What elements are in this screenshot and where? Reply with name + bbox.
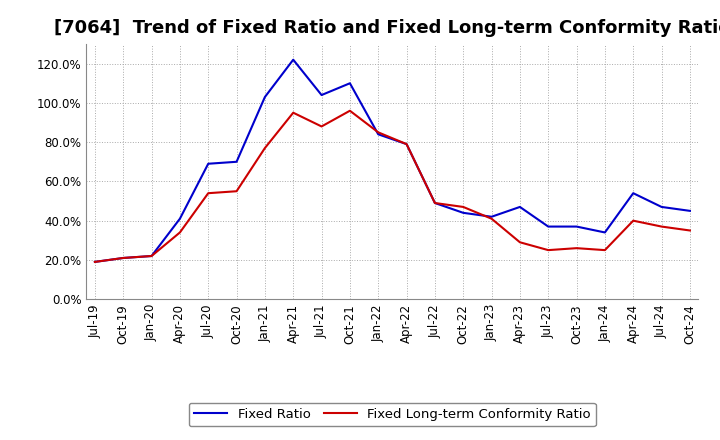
Fixed Long-term Conformity Ratio xyxy=(657,224,666,229)
Fixed Ratio xyxy=(176,216,184,221)
Fixed Long-term Conformity Ratio xyxy=(402,142,411,147)
Fixed Long-term Conformity Ratio xyxy=(148,253,156,259)
Fixed Ratio xyxy=(148,253,156,259)
Fixed Long-term Conformity Ratio xyxy=(261,145,269,150)
Fixed Ratio xyxy=(91,259,99,264)
Fixed Ratio xyxy=(544,224,552,229)
Line: Fixed Ratio: Fixed Ratio xyxy=(95,60,690,262)
Title: [7064]  Trend of Fixed Ratio and Fixed Long-term Conformity Ratio: [7064] Trend of Fixed Ratio and Fixed Lo… xyxy=(54,19,720,37)
Fixed Long-term Conformity Ratio xyxy=(289,110,297,115)
Fixed Long-term Conformity Ratio xyxy=(119,255,127,260)
Fixed Ratio xyxy=(402,142,411,147)
Fixed Ratio xyxy=(459,210,467,216)
Fixed Ratio xyxy=(600,230,609,235)
Fixed Ratio xyxy=(374,132,382,137)
Fixed Ratio xyxy=(487,214,496,220)
Fixed Ratio xyxy=(629,191,637,196)
Fixed Long-term Conformity Ratio xyxy=(629,218,637,224)
Fixed Ratio xyxy=(289,57,297,62)
Legend: Fixed Ratio, Fixed Long-term Conformity Ratio: Fixed Ratio, Fixed Long-term Conformity … xyxy=(189,403,596,426)
Fixed Long-term Conformity Ratio xyxy=(516,240,524,245)
Fixed Long-term Conformity Ratio xyxy=(91,259,99,264)
Fixed Long-term Conformity Ratio xyxy=(600,247,609,253)
Fixed Ratio xyxy=(261,94,269,99)
Fixed Ratio xyxy=(572,224,581,229)
Fixed Ratio xyxy=(119,255,127,260)
Fixed Long-term Conformity Ratio xyxy=(459,204,467,209)
Fixed Long-term Conformity Ratio xyxy=(374,130,382,135)
Fixed Long-term Conformity Ratio xyxy=(572,246,581,251)
Fixed Long-term Conformity Ratio xyxy=(544,247,552,253)
Fixed Long-term Conformity Ratio xyxy=(176,230,184,235)
Fixed Long-term Conformity Ratio xyxy=(346,108,354,114)
Fixed Ratio xyxy=(204,161,212,166)
Fixed Long-term Conformity Ratio xyxy=(204,191,212,196)
Fixed Ratio xyxy=(431,200,439,205)
Line: Fixed Long-term Conformity Ratio: Fixed Long-term Conformity Ratio xyxy=(95,111,690,262)
Fixed Ratio xyxy=(233,159,241,165)
Fixed Ratio xyxy=(657,204,666,209)
Fixed Ratio xyxy=(318,92,326,98)
Fixed Long-term Conformity Ratio xyxy=(318,124,326,129)
Fixed Ratio xyxy=(685,208,694,213)
Fixed Ratio xyxy=(516,204,524,209)
Fixed Ratio xyxy=(346,81,354,86)
Fixed Long-term Conformity Ratio xyxy=(233,189,241,194)
Fixed Long-term Conformity Ratio xyxy=(685,228,694,233)
Fixed Long-term Conformity Ratio xyxy=(431,200,439,205)
Fixed Long-term Conformity Ratio xyxy=(487,216,496,221)
